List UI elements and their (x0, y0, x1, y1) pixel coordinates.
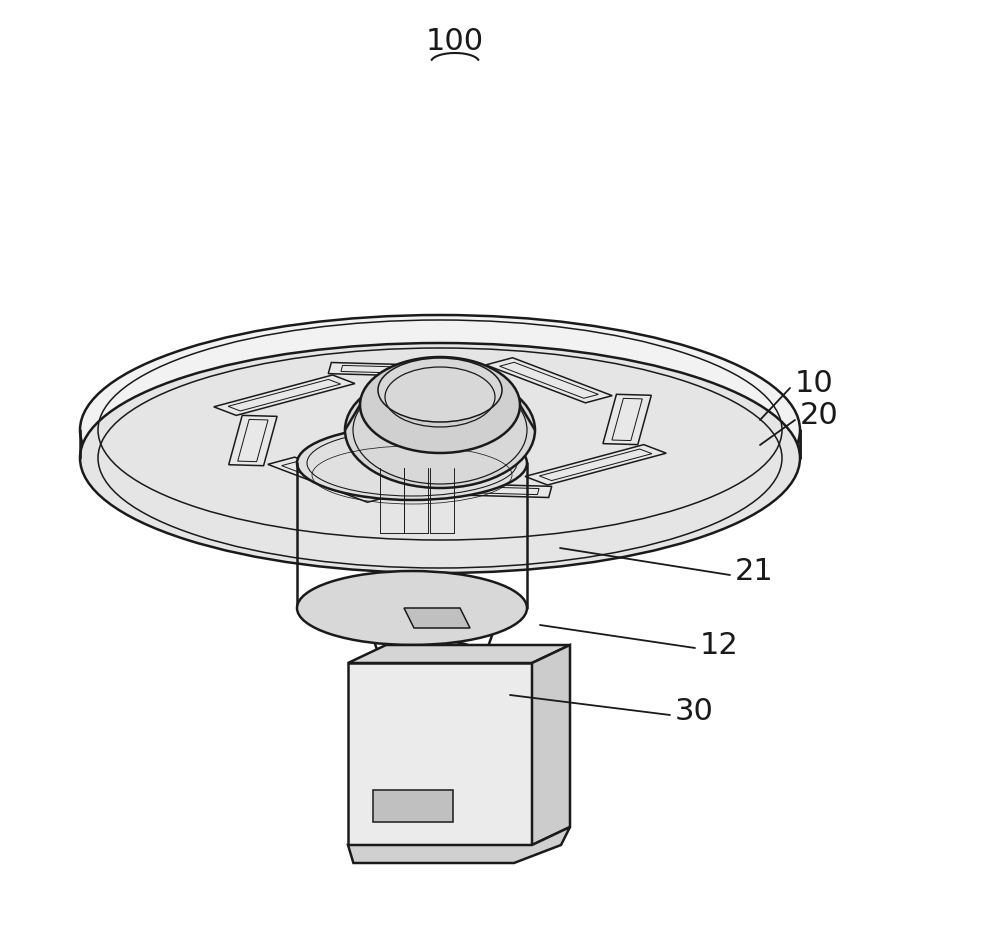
Text: 20: 20 (800, 401, 839, 430)
Polygon shape (532, 645, 570, 845)
Polygon shape (603, 395, 651, 445)
Text: 12: 12 (700, 630, 739, 659)
Polygon shape (348, 645, 570, 663)
Ellipse shape (364, 589, 500, 637)
Text: 10: 10 (795, 370, 834, 398)
Text: 21: 21 (735, 558, 774, 587)
Text: 100: 100 (426, 28, 484, 57)
Ellipse shape (378, 358, 502, 422)
Ellipse shape (380, 640, 484, 676)
Ellipse shape (345, 372, 535, 488)
Polygon shape (525, 445, 666, 485)
Ellipse shape (297, 571, 527, 645)
Polygon shape (229, 415, 277, 466)
Ellipse shape (80, 343, 800, 573)
Polygon shape (486, 358, 612, 403)
Polygon shape (328, 362, 486, 378)
Ellipse shape (360, 357, 520, 453)
Polygon shape (348, 663, 532, 845)
Polygon shape (394, 482, 552, 497)
Ellipse shape (297, 426, 527, 500)
Polygon shape (404, 608, 470, 628)
Polygon shape (348, 827, 570, 863)
Polygon shape (373, 790, 453, 822)
Text: 30: 30 (675, 697, 714, 726)
Ellipse shape (80, 315, 800, 545)
Polygon shape (214, 375, 355, 415)
Polygon shape (268, 457, 394, 503)
